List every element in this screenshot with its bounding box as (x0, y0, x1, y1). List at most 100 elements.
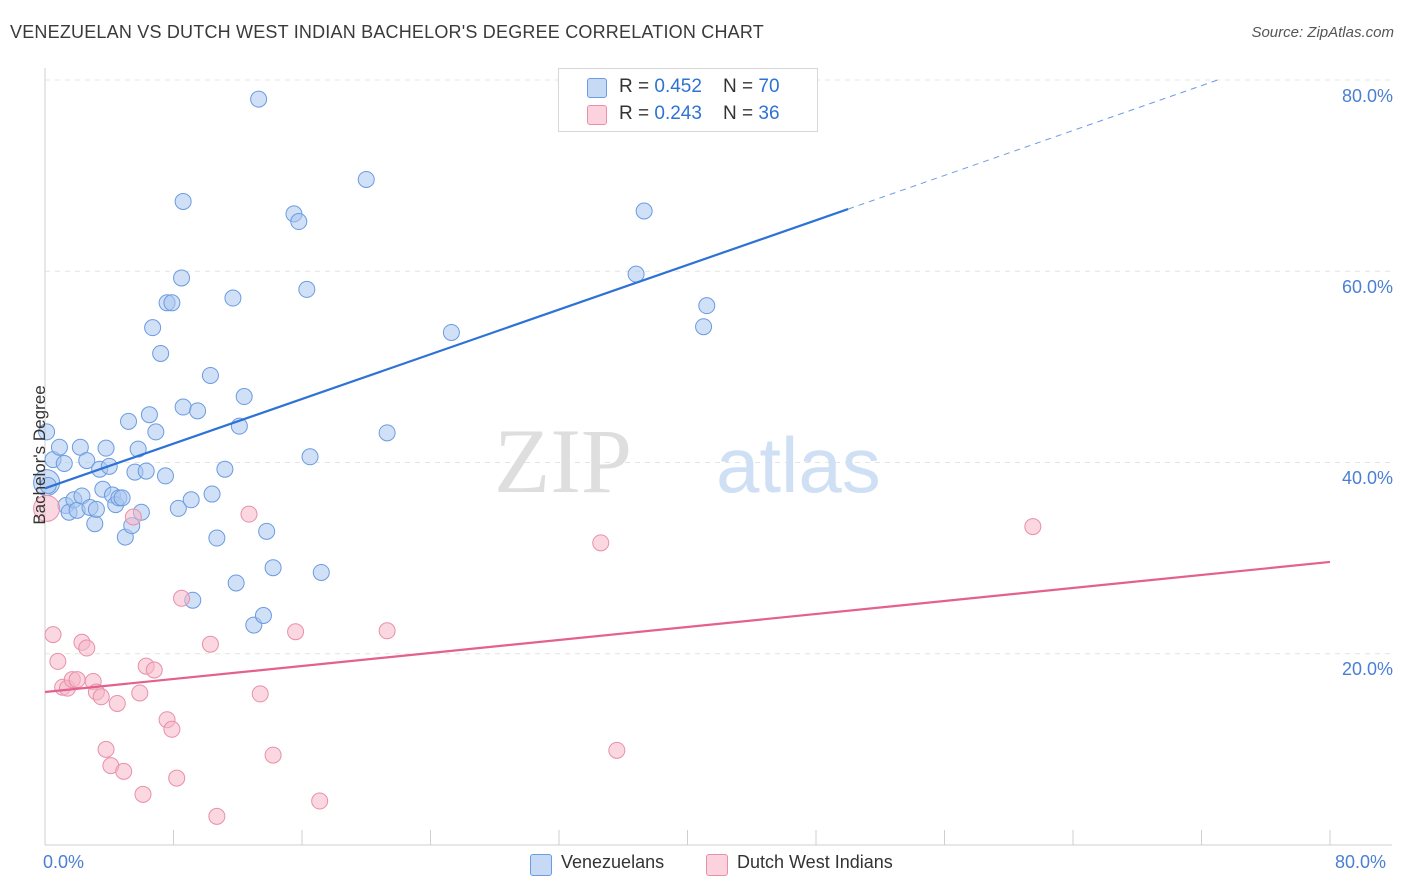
data-point (163, 294, 181, 312)
data-point (201, 366, 219, 384)
data-point (33, 494, 61, 522)
data-point (287, 623, 305, 641)
r-label: R = (619, 103, 655, 124)
data-point (264, 746, 282, 764)
data-point (169, 499, 187, 517)
data-point (1024, 518, 1042, 536)
trend-layer (44, 79, 1331, 694)
data-point (115, 762, 133, 780)
data-point (182, 491, 200, 509)
x-tick-label: 80.0% (1335, 852, 1387, 872)
data-point (608, 741, 626, 759)
data-point (301, 448, 319, 466)
data-point (87, 500, 105, 518)
data-point (131, 684, 149, 702)
n-value: 36 (758, 103, 780, 124)
data-point (78, 639, 96, 657)
data-point (140, 406, 158, 424)
data-point (145, 661, 163, 679)
r-label: R = (619, 76, 655, 97)
correlation-stats-box: R = 0.452 N = 70 R = 0.243 N = 36 (558, 68, 818, 132)
data-point (113, 489, 131, 507)
data-point (201, 635, 219, 653)
data-point (97, 740, 115, 758)
watermark: ZIP atlas (494, 410, 881, 512)
y-tick-label: 60.0% (1341, 277, 1393, 297)
trend-line-venezuelans-projection (847, 79, 1218, 210)
data-point (137, 462, 155, 480)
data-point (38, 423, 56, 441)
gridlines (45, 79, 1392, 655)
n-label: N = (723, 103, 759, 124)
data-point (250, 90, 268, 108)
data-point (108, 694, 126, 712)
data-point (92, 688, 110, 706)
watermark-zip: ZIP (494, 410, 632, 512)
data-point (203, 485, 221, 503)
data-point (49, 652, 67, 670)
r-value: 0.452 (654, 76, 702, 97)
data-point (698, 297, 716, 315)
legend-swatch-dutch-west-indians (706, 854, 728, 876)
trend-line-venezuelans (44, 208, 849, 490)
data-point (695, 318, 713, 336)
source-credit: Source: ZipAtlas.com (1251, 24, 1394, 41)
data-point (173, 589, 191, 607)
data-point (442, 323, 460, 341)
data-point (311, 792, 329, 810)
watermark-atlas: atlas (716, 421, 881, 509)
legend-label: Dutch West Indians (737, 852, 893, 872)
data-point (97, 439, 115, 457)
data-point (216, 460, 234, 478)
data-point (298, 280, 316, 298)
data-point (174, 192, 192, 210)
data-point (134, 785, 152, 803)
data-point (378, 622, 396, 640)
data-point (78, 452, 96, 470)
n-value: 70 (758, 76, 780, 97)
data-point (635, 202, 653, 220)
data-point (258, 522, 276, 540)
y-tick-label: 40.0% (1341, 468, 1393, 488)
data-point (378, 424, 396, 442)
data-point (264, 559, 282, 577)
data-point (224, 289, 242, 307)
n-label: N = (723, 76, 759, 97)
data-point (156, 467, 174, 485)
data-point (86, 515, 104, 533)
y-axis-label: Bachelor's Degree (30, 385, 49, 525)
data-point (174, 398, 192, 416)
swatch-dutch-west-indians (587, 105, 607, 125)
r-value: 0.243 (654, 103, 702, 124)
data-point (147, 423, 165, 441)
data-point (152, 344, 170, 362)
data-point (163, 720, 181, 738)
data-point (592, 534, 610, 552)
data-point (50, 438, 68, 456)
data-point (168, 769, 186, 787)
swatch-venezuelans (587, 78, 607, 98)
data-point (120, 412, 138, 430)
data-point (290, 213, 308, 231)
data-point (189, 402, 207, 420)
data-point (208, 529, 226, 547)
chart-title: VENEZUELAN VS DUTCH WEST INDIAN BACHELOR… (10, 22, 764, 42)
data-point (235, 388, 253, 406)
data-point (144, 319, 162, 337)
legend-swatch-venezuelans (530, 854, 552, 876)
data-point (124, 508, 142, 526)
axes (44, 68, 1392, 846)
data-point (254, 607, 272, 624)
data-point (173, 269, 191, 287)
series-dutch-west-indians (33, 494, 1042, 825)
data-point (240, 505, 258, 523)
data-point (251, 685, 269, 703)
y-tick-label: 80.0% (1341, 86, 1393, 106)
data-point (68, 671, 86, 689)
data-point (227, 574, 245, 592)
data-point (55, 454, 73, 472)
legend-label: Venezuelans (561, 852, 665, 872)
trend-line-dutch-west-indians (44, 560, 1331, 694)
series-venezuelans (33, 90, 716, 634)
